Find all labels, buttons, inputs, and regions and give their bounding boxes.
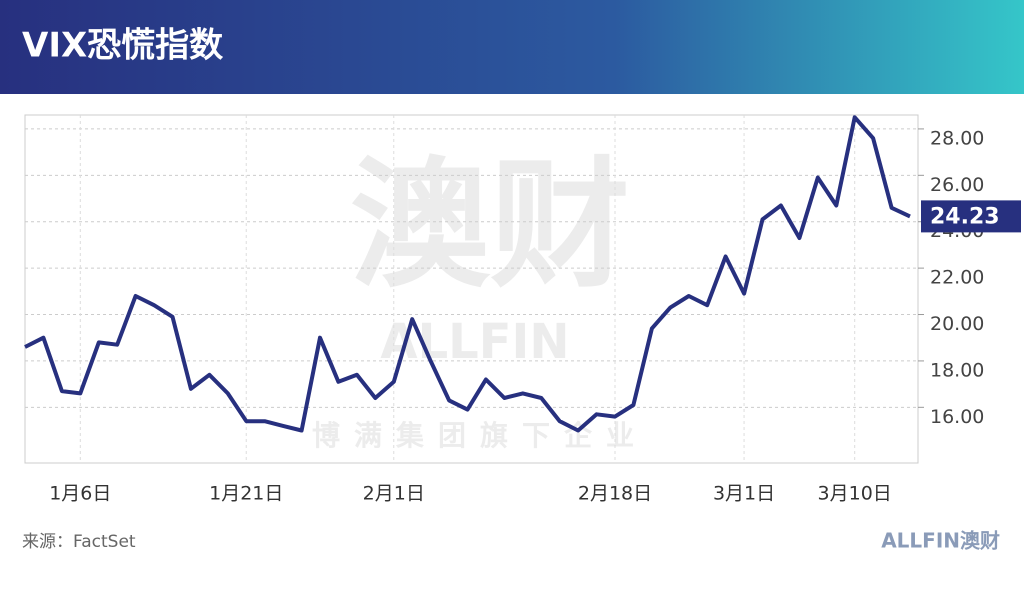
header-bar xyxy=(0,0,1024,94)
y-tick-label: 20.00 xyxy=(930,313,984,335)
line-series xyxy=(24,115,911,433)
y-tick-label: 28.00 xyxy=(930,127,984,149)
y-tick-label: 18.00 xyxy=(930,359,984,381)
y-tick-label: 26.00 xyxy=(930,174,984,196)
x-tick-label: 2月18日 xyxy=(578,483,652,505)
watermark: ALLFIN xyxy=(380,314,569,370)
x-tick-label: 3月1日 xyxy=(713,483,775,505)
chart-title: VIX恐慌指数 xyxy=(22,26,223,66)
y-tick-label: 22.00 xyxy=(930,267,984,289)
x-tick-label: 3月10日 xyxy=(818,483,892,505)
last-value-label: 24.23 xyxy=(930,204,1000,229)
x-tick-label: 1月6日 xyxy=(49,483,111,505)
watermark: 澳财 xyxy=(350,145,630,308)
y-tick-label: 16.00 xyxy=(930,406,984,428)
x-tick-label: 1月21日 xyxy=(209,483,283,505)
last-value-box xyxy=(921,200,1021,233)
source: 来源：FactSet xyxy=(22,532,136,552)
logo: ALLFIN澳财 xyxy=(881,529,1000,553)
x-tick-label: 2月1日 xyxy=(363,483,425,505)
watermark: 博满集团旗下企业 xyxy=(312,419,648,452)
plot-frame xyxy=(24,114,919,464)
